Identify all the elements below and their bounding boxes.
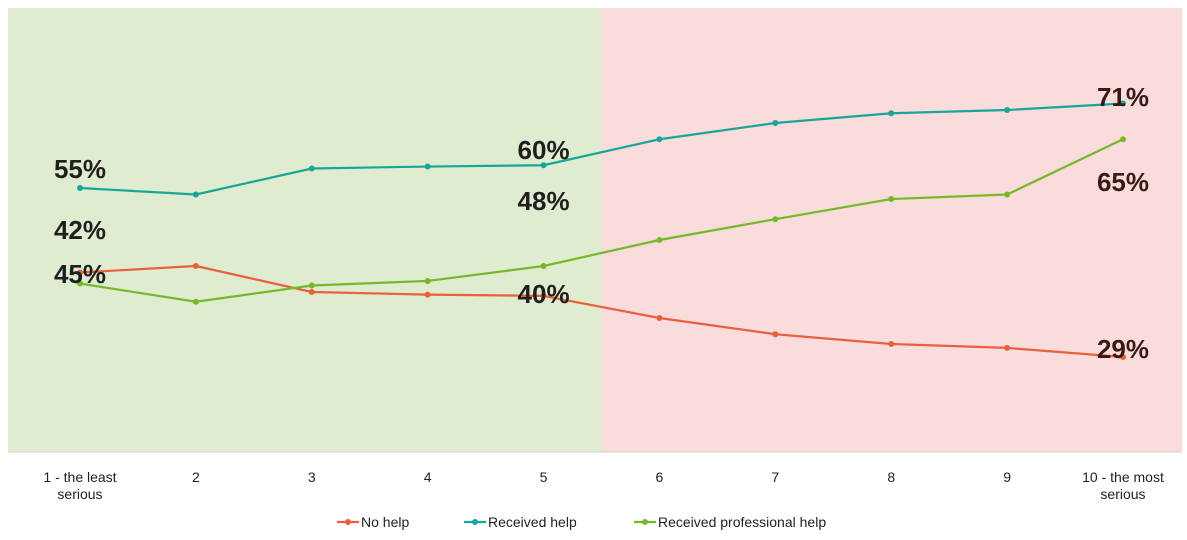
legend-item-no-help: No help: [337, 514, 409, 530]
point-no-help-10: [1120, 354, 1126, 360]
point-no-help-6: [656, 315, 663, 321]
point-received-help-9: [1004, 107, 1011, 113]
point-received-help-10: [1120, 100, 1126, 107]
point-received-professional-help-5: [540, 263, 547, 269]
point-no-help-1: [77, 269, 83, 276]
x-tick-label-5: 5: [540, 469, 548, 485]
x-tick-label-4: 4: [424, 469, 432, 485]
x-tick-label-1: 1 - the least serious: [43, 469, 116, 502]
series-points: [77, 100, 1126, 360]
series-lines: [79, 102, 1124, 359]
legend-marker-received-help: [472, 519, 478, 525]
data-label-6: 40%: [518, 279, 570, 309]
point-received-professional-help-4: [424, 277, 431, 284]
point-received-help-6: [656, 136, 663, 143]
x-tick-label-10: 10 - the most serious: [1082, 469, 1164, 502]
legend-marker-received-professional-help: [642, 519, 648, 525]
x-axis: 1 - the least serious 2 3 4 5 6 7 8 9 10 - the mos…: [8, 451, 1182, 502]
data-labels: 55% 42% 45% 60% 48% 40% 71% 65% 29%: [54, 82, 1149, 364]
series-line-received-professional-help: [79, 138, 1124, 303]
point-received-help-2: [192, 191, 199, 198]
point-no-help-8: [888, 341, 895, 347]
point-received-professional-help-10: [1120, 136, 1126, 143]
low-seriousness-band: [8, 8, 602, 452]
data-label-4: 60%: [518, 135, 570, 165]
legend-label-no-help: No help: [361, 514, 409, 530]
x-tick-label-9: 9: [1003, 469, 1011, 485]
point-no-help-5: [540, 292, 547, 299]
series-line-received-help: [79, 102, 1124, 196]
high-seriousness-band: [601, 8, 1182, 452]
point-received-professional-help-1: [77, 280, 83, 287]
point-received-professional-help-8: [888, 196, 895, 203]
series-line-no-help: [79, 264, 1124, 359]
point-received-help-7: [772, 120, 779, 126]
x-tick-label-7: 7: [771, 469, 779, 485]
point-received-help-3: [308, 165, 315, 172]
x-tick-label-8: 8: [887, 469, 895, 485]
data-label-7: 71%: [1097, 82, 1149, 112]
point-no-help-7: [772, 331, 779, 338]
point-received-professional-help-7: [772, 216, 779, 223]
data-label-5: 48%: [518, 186, 570, 216]
legend: No help Received help Received professiona…: [337, 514, 826, 530]
data-label-8: 65%: [1097, 167, 1149, 197]
point-received-help-4: [424, 163, 431, 170]
point-received-help-8: [888, 110, 895, 117]
point-received-professional-help-2: [192, 298, 199, 305]
point-received-help-5: [540, 162, 547, 169]
legend-label-received-help: Received help: [488, 514, 577, 530]
point-no-help-4: [424, 291, 431, 298]
point-no-help-9: [1004, 344, 1011, 351]
x-tick-label-3: 3: [308, 469, 316, 485]
data-label-1: 55%: [54, 154, 106, 184]
legend-item-received-help: Received help: [464, 514, 577, 530]
data-label-3: 45%: [54, 259, 106, 289]
background-bands: [8, 8, 1182, 452]
legend-label-received-professional-help: Received professional help: [658, 514, 826, 530]
legend-marker-no-help: [345, 519, 351, 525]
legend-item-received-professional-help: Received professional help: [634, 514, 826, 530]
x-tick-label-2: 2: [192, 469, 200, 485]
point-received-professional-help-9: [1004, 191, 1011, 198]
x-tick-label-6: 6: [656, 469, 664, 485]
point-no-help-2: [192, 263, 199, 269]
point-received-professional-help-3: [308, 282, 315, 289]
data-label-9: 29%: [1097, 334, 1149, 364]
point-received-professional-help-6: [656, 237, 663, 243]
point-no-help-3: [308, 289, 315, 295]
data-label-2: 42%: [54, 215, 106, 245]
point-received-help-1: [77, 185, 83, 191]
